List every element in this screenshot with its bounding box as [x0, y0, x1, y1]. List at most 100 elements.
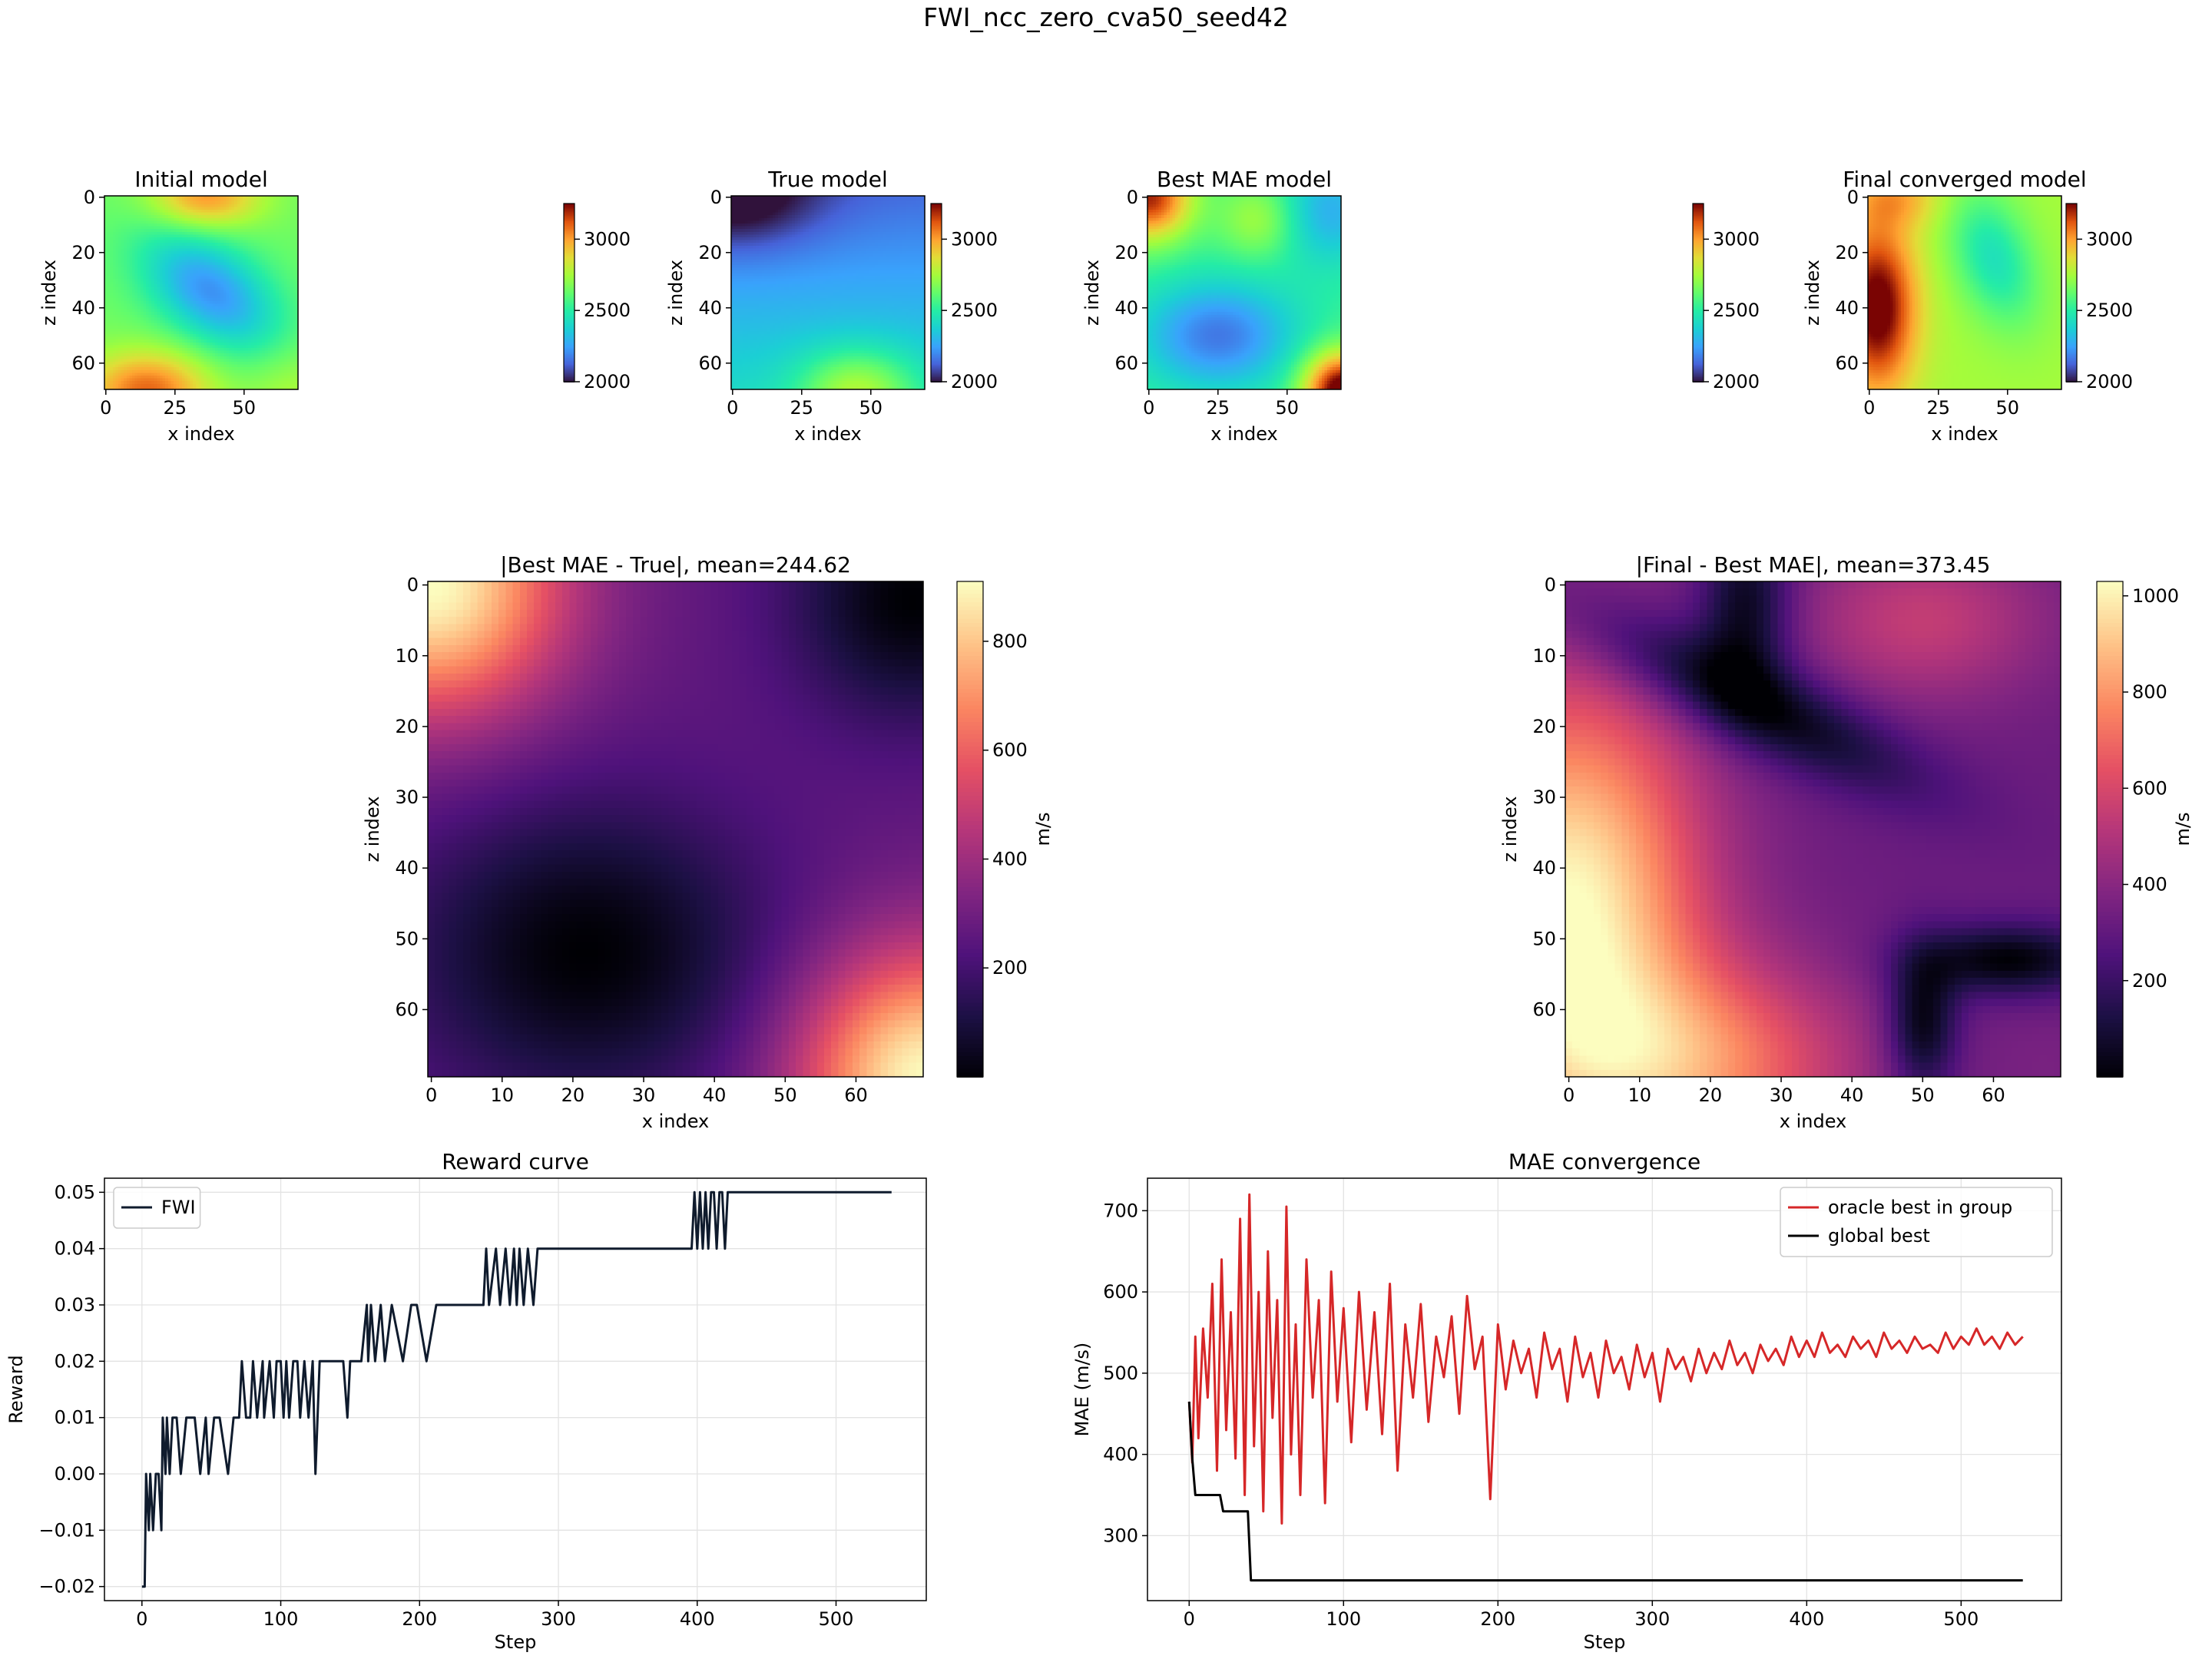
heatmap-cell — [262, 227, 265, 230]
heatmap-cell — [201, 339, 204, 343]
heatmap-cell — [108, 251, 111, 254]
heatmap-cell — [201, 303, 204, 306]
heatmap-cell — [149, 353, 152, 356]
heatmap-cell — [246, 257, 249, 260]
heatmap-cell — [260, 306, 263, 310]
heatmap-cell — [284, 227, 287, 230]
heatmap-cell — [160, 320, 163, 323]
heatmap-cell — [163, 331, 166, 334]
heatmap-cell — [293, 199, 296, 202]
heatmap-cell — [193, 229, 196, 232]
heatmap-cell — [276, 270, 279, 273]
heatmap-cell — [224, 243, 227, 246]
heatmap-cell — [237, 310, 240, 313]
heatmap-cell — [157, 232, 160, 235]
heatmap-cell — [110, 215, 113, 218]
heatmap-cell — [207, 220, 210, 224]
heatmap-cell — [174, 265, 177, 268]
heatmap-cell — [184, 315, 187, 318]
heatmap-cell — [224, 320, 227, 323]
heatmap-cell — [143, 215, 146, 218]
heatmap-cell — [270, 317, 273, 320]
heatmap-cell — [171, 240, 174, 243]
heatmap-cell — [224, 334, 227, 337]
heatmap-cell — [193, 232, 196, 235]
heatmap-cell — [287, 301, 290, 304]
heatmap-cell — [246, 312, 249, 315]
heatmap-cell — [193, 284, 196, 287]
heatmap-cell — [224, 199, 227, 202]
heatmap-cell — [198, 339, 201, 343]
heatmap-cell — [171, 284, 174, 287]
heatmap-cell — [193, 306, 196, 310]
heatmap-cell — [273, 257, 276, 260]
heatmap-cell — [224, 296, 227, 299]
heatmap-cell — [184, 257, 187, 260]
heatmap-cell — [201, 220, 204, 224]
heatmap-cell — [196, 306, 199, 310]
heatmap-cell — [215, 248, 218, 251]
heatmap-cell — [113, 265, 116, 268]
heatmap-cell — [234, 276, 237, 279]
heatmap-cell — [218, 215, 221, 218]
heatmap-cell — [157, 367, 160, 370]
heatmap-cell — [190, 348, 194, 351]
heatmap-cell — [182, 326, 185, 329]
heatmap-cell — [165, 345, 168, 348]
heatmap-cell — [149, 273, 152, 276]
heatmap-cell — [141, 320, 144, 323]
heatmap-cell — [293, 320, 296, 323]
heatmap-cell — [121, 260, 124, 263]
heatmap-cell — [132, 356, 135, 359]
heatmap-cell — [246, 243, 249, 246]
heatmap-cell — [121, 367, 124, 370]
heatmap-cell — [212, 359, 215, 362]
heatmap-cell — [234, 229, 237, 232]
heatmap-cell — [177, 254, 180, 257]
heatmap-cell — [257, 353, 260, 356]
heatmap-cell — [270, 284, 273, 287]
heatmap-cell — [281, 323, 284, 326]
heatmap-cell — [290, 303, 293, 306]
heatmap-cell — [251, 351, 254, 354]
heatmap-cell — [193, 312, 196, 315]
heatmap-cell — [276, 367, 279, 370]
heatmap-cell — [215, 273, 218, 276]
heatmap-cell — [135, 262, 138, 265]
heatmap-cell — [265, 218, 268, 221]
heatmap-cell — [165, 298, 168, 301]
heatmap-cell — [171, 326, 174, 329]
heatmap-cell — [229, 215, 232, 218]
heatmap-cell — [260, 199, 263, 202]
heatmap-cell — [177, 282, 180, 285]
heatmap-cell — [260, 337, 263, 340]
heatmap-cell — [190, 362, 194, 365]
heatmap-cell — [267, 268, 270, 271]
heatmap-cell — [220, 282, 224, 285]
heatmap-cell — [179, 248, 182, 251]
heatmap-cell — [257, 296, 260, 299]
heatmap-cell — [198, 284, 201, 287]
heatmap-cell — [163, 265, 166, 268]
heatmap-cell — [118, 260, 121, 263]
heatmap-cell — [265, 251, 268, 254]
heatmap-cell — [260, 359, 263, 362]
heatmap-cell — [198, 312, 201, 315]
heatmap-cell — [240, 260, 243, 263]
heatmap-cell — [262, 234, 265, 237]
heatmap-cell — [273, 367, 276, 370]
heatmap-cell — [113, 227, 116, 230]
heatmap-cell — [118, 312, 121, 315]
heatmap-cell — [279, 213, 282, 216]
heatmap-cell — [174, 323, 177, 326]
heatmap-cell — [187, 329, 190, 332]
heatmap-cell — [273, 251, 276, 254]
heatmap-cell — [137, 367, 141, 370]
heatmap-cell — [207, 365, 210, 368]
heatmap-cell — [137, 227, 141, 230]
heatmap-cell — [262, 201, 265, 204]
heatmap-cell — [143, 320, 146, 323]
heatmap-cell — [113, 320, 116, 323]
heatmap-cell — [237, 276, 240, 279]
heatmap-cell — [115, 215, 118, 218]
